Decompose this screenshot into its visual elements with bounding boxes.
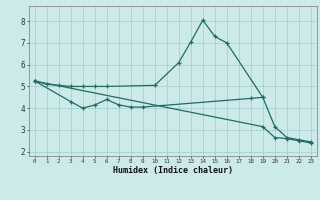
X-axis label: Humidex (Indice chaleur): Humidex (Indice chaleur) — [113, 166, 233, 175]
